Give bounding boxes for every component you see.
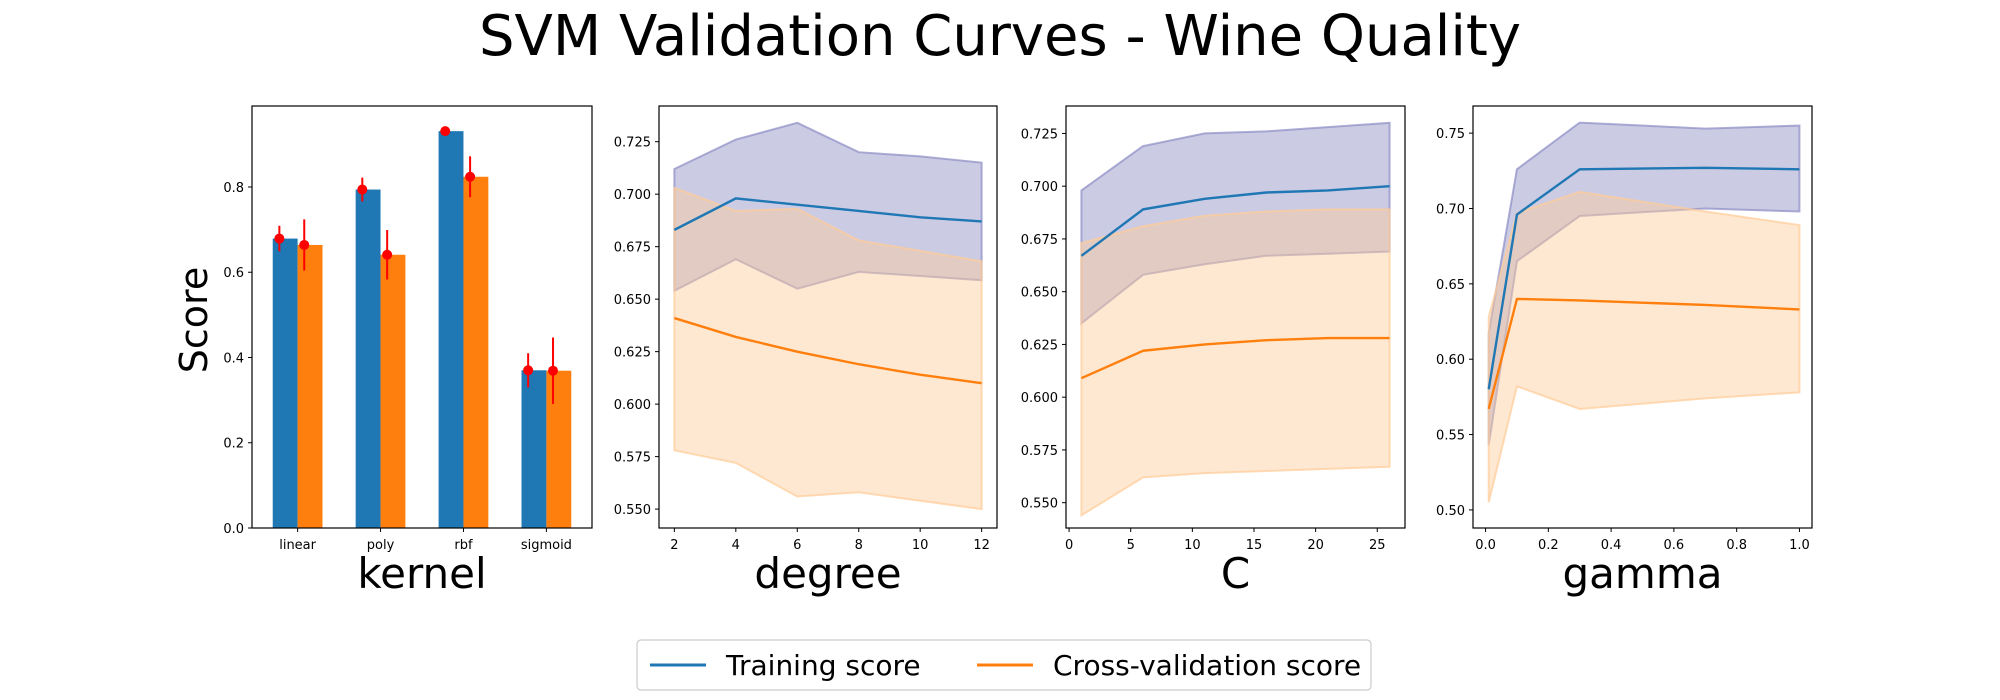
x-tick-label-0.8: 0.8 — [1726, 538, 1747, 553]
bar-training-linear — [272, 238, 298, 528]
errorbar-point-cv-poly — [382, 249, 393, 260]
errorbar-point-cv-sigmoid — [548, 365, 559, 376]
x-tick-label-0.2: 0.2 — [1538, 538, 1559, 553]
x-tick-label-4: 4 — [732, 538, 740, 553]
x-tick-label-20: 20 — [1307, 538, 1324, 553]
y-tick-label-0.50: 0.50 — [1436, 504, 1465, 519]
x-axis-label-kernel: kernel — [357, 549, 486, 598]
band-cv-gamma — [1487, 190, 1801, 503]
y-tick-label-0.725: 0.725 — [1021, 127, 1058, 142]
y-tick-label-0.550: 0.550 — [1021, 497, 1058, 512]
subplot-degree: 2 4 6 8 10 12 0.550 0.575 0.600 0.625 0.650 0.675 0.… — [614, 105, 998, 598]
x-tick-label-1.0: 1.0 — [1789, 538, 1810, 553]
subplot-gamma: 0.0 0.2 0.4 0.6 0.8 1.0 0.50 0.55 0.60 0.65 0.70 0.… — [1436, 105, 1813, 598]
bar-training-sigmoid — [521, 370, 547, 528]
x-tick-label-0.0: 0.0 — [1475, 538, 1496, 553]
y-tick-label-0.625: 0.625 — [1021, 338, 1058, 353]
x-tick-label-linear: linear — [279, 538, 316, 553]
band-cv-C — [1080, 208, 1391, 518]
x-axis-label-C: C — [1221, 549, 1250, 598]
axes-frame-degree — [658, 105, 998, 529]
legend-training-label: Training score — [725, 649, 921, 682]
x-tick-label-0: 0 — [1065, 538, 1073, 553]
y-tick-label-0.700: 0.700 — [1021, 180, 1058, 195]
bar-cv-poly — [380, 254, 406, 528]
y-tick-label-0.550: 0.550 — [614, 503, 651, 518]
y-tick-label-0.650: 0.650 — [614, 293, 651, 308]
bar-training-poly — [355, 189, 381, 528]
subplot-kernel: linear poly rbf sigmoid 0.0 0.2 0.4 0.6 0.8 kerne… — [223, 105, 593, 598]
x-axis-label-degree: degree — [754, 549, 901, 598]
line-cv-gamma — [1487, 297, 1800, 410]
y-tick-label-0.600: 0.600 — [1021, 391, 1058, 406]
y-tick-label-0.2: 0.2 — [223, 437, 244, 452]
y-tick-label-0.0: 0.0 — [223, 522, 244, 537]
x-tick-label-0.4: 0.4 — [1601, 538, 1622, 553]
y-tick-label-0.70: 0.70 — [1436, 202, 1465, 217]
y-tick-label-0.575: 0.575 — [614, 451, 651, 466]
y-tick-label-0.4: 0.4 — [223, 351, 244, 366]
x-tick-label-8: 8 — [855, 538, 863, 553]
y-tick-label-0.600: 0.600 — [614, 398, 651, 413]
y-tick-label-0.675: 0.675 — [1021, 233, 1058, 248]
x-tick-label-5: 5 — [1127, 538, 1135, 553]
legend: Training score Cross-validation score — [636, 639, 1372, 691]
x-axis-label-gamma: gamma — [1563, 549, 1723, 598]
errorbar-point-training-sigmoid — [523, 365, 534, 376]
y-axis-label: Score — [172, 267, 216, 373]
y-tick-label-0.575: 0.575 — [1021, 444, 1058, 459]
errorbar-point-cv-linear — [299, 239, 310, 250]
y-tick-label-0.65: 0.65 — [1436, 278, 1465, 293]
x-tick-label-sigmoid: sigmoid — [521, 538, 572, 553]
x-tick-label-10: 10 — [1184, 538, 1201, 553]
x-tick-label-rbf: rbf — [454, 538, 473, 553]
x-tick-label-10: 10 — [912, 538, 929, 553]
bar-cv-sigmoid — [546, 370, 572, 528]
x-tick-label-0.6: 0.6 — [1664, 538, 1685, 553]
band-training-gamma — [1487, 121, 1801, 446]
x-tick-label-25: 25 — [1369, 538, 1386, 553]
y-tick-label-0.55: 0.55 — [1436, 429, 1465, 444]
y-tick-label-0.675: 0.675 — [614, 241, 651, 256]
errorbar-point-cv-rbf — [465, 171, 476, 182]
y-tick-label-0.725: 0.725 — [614, 136, 651, 151]
x-tick-label-poly: poly — [367, 538, 395, 553]
errorbar-point-training-rbf — [440, 126, 451, 137]
line-cv-C — [1080, 336, 1390, 380]
y-tick-label-0.75: 0.75 — [1436, 127, 1465, 142]
line-training-gamma — [1487, 166, 1800, 390]
x-tick-label-15: 15 — [1246, 538, 1263, 553]
x-tick-label-2: 2 — [670, 538, 678, 553]
band-cv-degree — [673, 186, 983, 511]
line-cv-degree — [674, 316, 982, 385]
line-training-degree — [673, 197, 982, 231]
line-training-C — [1080, 184, 1390, 257]
y-tick-label-0.650: 0.650 — [1021, 286, 1058, 301]
y-tick-label-0.700: 0.700 — [614, 188, 651, 203]
axes-frame-gamma — [1472, 105, 1813, 529]
bar-cv-rbf — [463, 176, 489, 529]
legend-cv-label: Cross-validation score — [1053, 649, 1361, 682]
x-tick-label-12: 12 — [973, 538, 990, 553]
bar-cv-linear — [297, 244, 323, 528]
x-tick-label-6: 6 — [793, 538, 801, 553]
errorbar-point-training-poly — [357, 184, 368, 195]
subplot-C: 0 5 10 15 20 25 0.550 0.575 0.600 0.625 0.650 0.675… — [1021, 105, 1406, 598]
subplots: linear poly rbf sigmoid 0.0 0.2 0.4 0.6 0.8 kerne… — [223, 105, 1813, 598]
y-tick-label-0.8: 0.8 — [223, 181, 244, 196]
bar-training-rbf — [438, 131, 464, 529]
y-tick-label-0.60: 0.60 — [1436, 353, 1465, 368]
errorbar-point-training-linear — [274, 233, 285, 244]
y-tick-label-0.6: 0.6 — [223, 266, 244, 281]
chart-title: SVM Validation Curves - Wine Quality — [479, 4, 1521, 69]
axes-frame-C — [1065, 105, 1406, 529]
y-tick-label-0.625: 0.625 — [614, 346, 651, 361]
axes-frame-kernel — [251, 105, 593, 529]
